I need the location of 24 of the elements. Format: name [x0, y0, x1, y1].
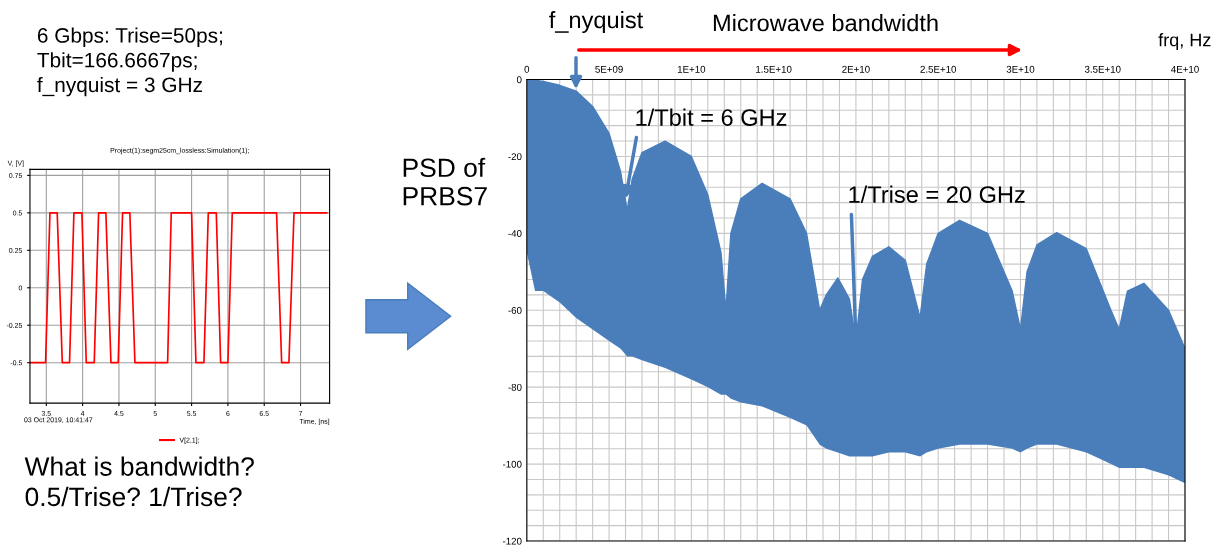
text: 6 Gbps: Trise=50ps; Tbit=166.6667ps; f_nyquist = 3 GHz: [37, 27, 222, 97]
annotation: 1/Trise = 20 GHz: [849, 185, 1025, 203]
x-tick-label: 2.5E+10: [920, 65, 957, 73]
y-tick-label: -60: [508, 306, 522, 314]
text: Microwave bandwidth: [713, 14, 938, 32]
text: PSD of PRBS7: [403, 157, 487, 206]
y-tick-label: -40: [508, 230, 522, 237]
y-tick-label: -20: [508, 153, 522, 161]
y-tick-label: 0: [516, 76, 522, 84]
x-tick-label: 1.5E+10: [756, 65, 792, 73]
x-tick-label: 3.5E+10: [1084, 65, 1121, 73]
x-axis-title: frq, Hz: [1158, 33, 1211, 50]
x-tick-label: 3E+10: [1006, 65, 1035, 73]
x-tick-label: 5E+09: [595, 65, 623, 73]
annotation: 1/Tbit = 6 GHz: [636, 108, 787, 126]
y-tick-label: -120: [502, 537, 522, 545]
text: f_nyquist: [549, 11, 644, 33]
x-tick-label: 2E+10: [842, 65, 870, 73]
x-tick-label: 0: [524, 65, 530, 73]
y-tick-label: -80: [508, 383, 522, 391]
text: What is bandwidth? 0.5/Trise? 1/Trise?: [24, 456, 254, 507]
x-tick-label: 1E+10: [677, 65, 706, 73]
x-tick-label: 4E+10: [1171, 65, 1199, 73]
y-tick-label: -100: [502, 460, 522, 468]
